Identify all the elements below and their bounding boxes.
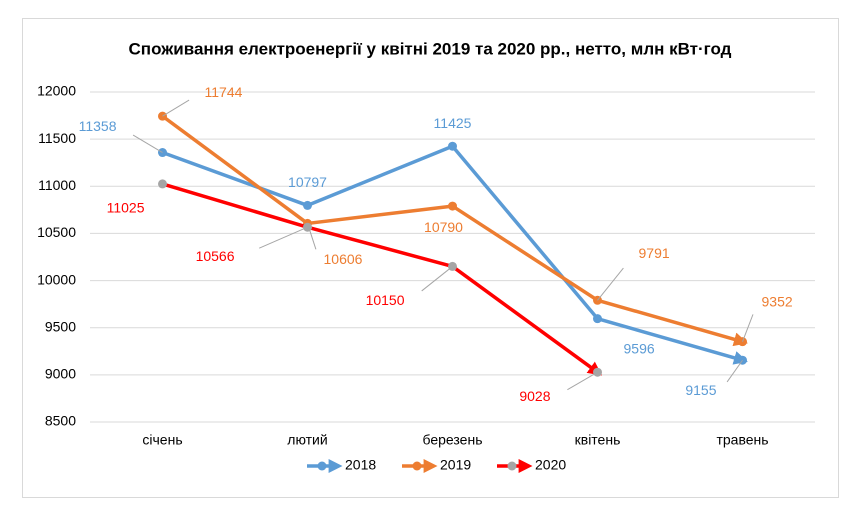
- chart-title: Споживання електроенергії у квітні 2019 …: [129, 39, 732, 58]
- data-label: 10606: [324, 251, 363, 267]
- data-point: [158, 179, 167, 189]
- y-tick-label: 9500: [45, 318, 76, 334]
- y-tick-label: 9000: [45, 366, 76, 382]
- y-tick-label: 10500: [37, 224, 76, 240]
- data-label: 9352: [762, 293, 793, 309]
- data-label: 10790: [424, 219, 463, 235]
- data-label: 9596: [624, 340, 655, 356]
- y-tick-label: 8500: [45, 413, 76, 429]
- data-label: 10150: [366, 292, 405, 308]
- legend-marker: [412, 461, 422, 471]
- leader-line: [567, 371, 598, 391]
- data-label: 11025: [107, 200, 145, 216]
- y-tick-label: 11000: [38, 177, 76, 193]
- x-tick-label: січень: [142, 432, 182, 448]
- data-label: 9155: [685, 382, 716, 398]
- legend-label: 2020: [535, 457, 566, 473]
- legend-marker: [507, 461, 517, 471]
- leader-line: [132, 134, 163, 153]
- leader-line: [726, 359, 743, 383]
- data-point: [593, 314, 602, 324]
- leader-line: [162, 99, 190, 117]
- data-label: 10797: [288, 174, 327, 190]
- x-tick-label: лютий: [287, 432, 327, 448]
- x-tick-label: квітень: [575, 432, 621, 448]
- legend-label: 2018: [345, 457, 376, 473]
- y-tick-label: 10000: [37, 271, 76, 287]
- data-point: [303, 200, 312, 210]
- legend-label: 2019: [440, 457, 471, 473]
- y-tick-label: 11500: [38, 130, 76, 146]
- data-label: 9028: [519, 388, 550, 404]
- data-label: 9791: [639, 245, 670, 261]
- data-label: 11425: [434, 115, 472, 131]
- series-line: [161, 182, 603, 376]
- y-tick-label: 12000: [37, 83, 76, 99]
- leader-line: [597, 267, 624, 301]
- leader-line: [421, 266, 453, 292]
- x-tick-label: травень: [716, 432, 768, 448]
- x-tick-label: березень: [423, 432, 483, 448]
- data-label: 11744: [205, 84, 243, 100]
- data-label: 11358: [79, 118, 117, 134]
- leader-line: [742, 314, 754, 342]
- data-point: [448, 201, 457, 211]
- data-point: [448, 141, 457, 151]
- chart-frame: [22, 18, 839, 498]
- legend-marker: [317, 461, 327, 471]
- leader-line: [259, 226, 308, 249]
- data-label: 10566: [196, 248, 235, 264]
